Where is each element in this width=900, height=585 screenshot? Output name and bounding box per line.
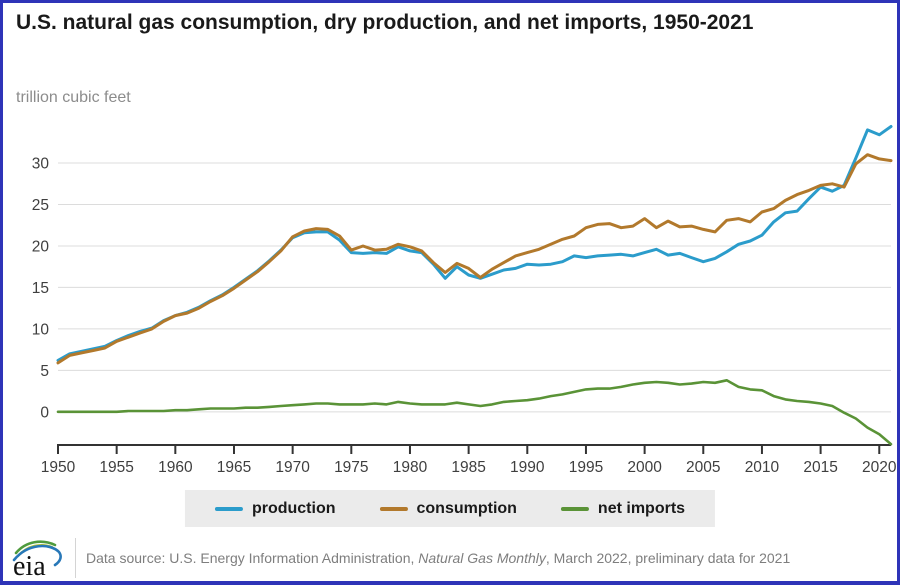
eia-logo-text: eia bbox=[13, 551, 46, 580]
x-tick-label: 1960 bbox=[158, 459, 193, 476]
eia-logo-blue-swoosh bbox=[12, 544, 62, 567]
footer: eia Data source: U.S. Energy Information… bbox=[11, 534, 887, 581]
source-prefix: Data source: U.S. Energy Information Adm… bbox=[86, 549, 419, 566]
legend-label-net-imports: net imports bbox=[597, 499, 686, 517]
x-tick-label: 2005 bbox=[686, 459, 720, 476]
y-tick-label: 5 bbox=[40, 363, 49, 380]
y-tick-label: 20 bbox=[32, 238, 50, 255]
y-tick-label: 0 bbox=[40, 404, 49, 421]
series-production bbox=[56, 125, 893, 362]
line-chart: 0 5 10 15 20 25 30 1950 1955 1960 1965 1970 1975 1980… bbox=[32, 125, 897, 476]
x-tick-label: 1950 bbox=[41, 459, 76, 476]
source-suffix: , March 2022, preliminary data for 2021 bbox=[545, 549, 791, 566]
x-tick-label: 1970 bbox=[275, 459, 310, 476]
x-tick-label: 1985 bbox=[451, 459, 485, 476]
x-tick-label: 1990 bbox=[510, 459, 545, 476]
legend: production consumption net imports bbox=[184, 490, 716, 527]
legend-item-production: production bbox=[214, 499, 336, 518]
consumption-line-swatch bbox=[379, 506, 408, 511]
x-tick-label: 2010 bbox=[745, 459, 780, 476]
production-line-swatch bbox=[214, 506, 243, 511]
y-tick-label: 30 bbox=[32, 156, 50, 173]
y-tick-label: 10 bbox=[32, 321, 50, 338]
chart-title: U.S. natural gas consumption, dry produc… bbox=[16, 11, 754, 34]
unit-label: trillion cubic feet bbox=[16, 89, 131, 106]
x-tick-label: 2000 bbox=[627, 459, 662, 476]
series-net-imports bbox=[56, 378, 893, 446]
x-tick-label: 1980 bbox=[393, 459, 428, 476]
y-tick-label: 25 bbox=[32, 197, 49, 214]
series-consumption bbox=[56, 153, 893, 365]
y-tick-label: 15 bbox=[32, 280, 49, 297]
x-tick-label: 2015 bbox=[803, 459, 837, 476]
net-imports-line-swatch bbox=[560, 506, 589, 511]
source-text: Data source: U.S. Energy Information Adm… bbox=[86, 548, 861, 568]
legend-label-consumption: consumption bbox=[416, 499, 517, 517]
eia-logo: eia bbox=[12, 540, 62, 580]
source-publication: Natural Gas Monthly bbox=[418, 549, 546, 566]
x-tick-label: 1955 bbox=[99, 459, 133, 476]
x-tick-label: 2020 bbox=[862, 459, 897, 476]
legend-item-net-imports: net imports bbox=[560, 499, 686, 518]
legend-item-consumption: consumption bbox=[379, 499, 517, 518]
legend-label-production: production bbox=[251, 499, 336, 517]
x-tick-label: 1975 bbox=[334, 459, 368, 476]
x-tick-label: 1995 bbox=[569, 459, 603, 476]
footer-divider bbox=[75, 538, 76, 578]
x-tick-label: 1965 bbox=[217, 459, 251, 476]
eia-logo-green-arc bbox=[14, 540, 57, 555]
